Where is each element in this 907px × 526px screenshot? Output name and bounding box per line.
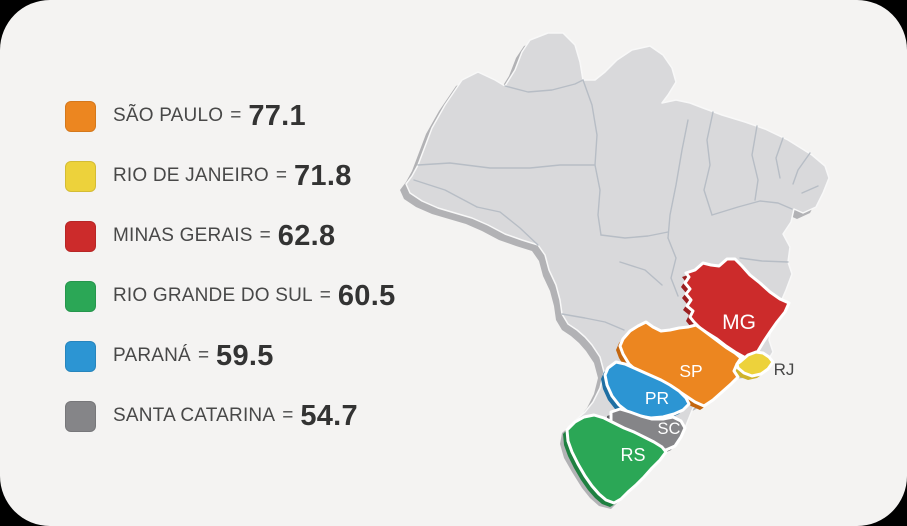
equals-sign: = <box>275 165 287 186</box>
legend-swatch-sp <box>65 100 96 132</box>
legend-label: PARANÁ <box>113 345 191 366</box>
map-label-rj: RJ <box>774 360 795 379</box>
legend-label: RIO DE JANEIRO <box>113 165 269 186</box>
legend-swatch-rs <box>65 280 96 312</box>
legend-item-rio-grande-do-sul: RIO GRANDE DO SUL = 60.5 <box>65 280 396 312</box>
legend-item-santa-catarina: SANTA CATARINA = 54.7 <box>65 400 396 432</box>
legend-label: SÃO PAULO <box>113 105 224 126</box>
legend-label: SANTA CATARINA <box>113 405 276 426</box>
state-borders <box>413 79 819 331</box>
legend-swatch-sc <box>65 400 96 432</box>
equals-sign: = <box>197 345 210 366</box>
legend-item-rio-de-janeiro: RIO DE JANEIRO = 71.8 <box>65 160 396 192</box>
legend-value: 77.1 <box>248 99 306 132</box>
legend-swatch-mg <box>65 220 96 252</box>
legend-value: 62.8 <box>277 219 336 252</box>
map-label-sc: SC <box>658 420 681 438</box>
equals-sign: = <box>319 285 331 306</box>
equals-sign: = <box>230 105 242 126</box>
map-label-pr: PR <box>645 388 669 408</box>
legend-value: 60.5 <box>337 279 396 312</box>
legend-item-sao-paulo: SÃO PAULO = 77.1 <box>65 100 396 132</box>
map-label-sp: SP <box>679 361 702 381</box>
map-label-rs: RS <box>620 445 645 465</box>
legend-value: 71.8 <box>294 159 352 192</box>
legend-item-minas-gerais: MINAS GERAIS = 62.8 <box>65 220 396 252</box>
legend-value: 54.7 <box>300 399 358 432</box>
legend-label: RIO GRANDE DO SUL <box>113 285 313 306</box>
legend-swatch-pr <box>65 340 96 372</box>
brazil-map: MG SP RJ PR SC RS <box>400 32 830 509</box>
equals-sign: = <box>259 225 271 246</box>
legend-item-parana: PARANÁ = 59.5 <box>65 340 396 372</box>
legend-label: MINAS GERAIS <box>113 225 253 246</box>
map-label-mg: MG <box>722 311 756 334</box>
legend-swatch-rj <box>65 160 96 192</box>
legend-value: 59.5 <box>216 339 274 372</box>
legend: SÃO PAULO = 77.1 RIO DE JANEIRO = 71.8 M… <box>65 100 396 432</box>
equals-sign: = <box>282 405 294 426</box>
